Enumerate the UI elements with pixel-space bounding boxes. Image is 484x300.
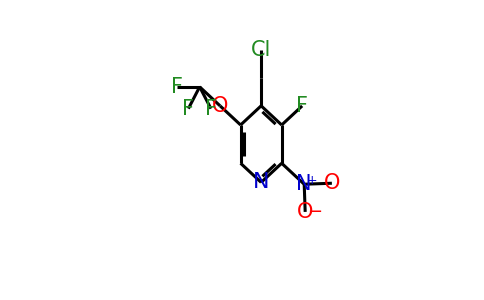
Text: F: F <box>205 99 217 118</box>
Text: O: O <box>212 96 228 116</box>
Text: O: O <box>297 202 313 222</box>
Text: O: O <box>324 173 340 193</box>
Text: N: N <box>253 172 270 192</box>
Text: +: + <box>306 174 317 187</box>
Text: F: F <box>182 99 195 118</box>
Text: Cl: Cl <box>251 40 272 60</box>
Text: N: N <box>297 174 312 194</box>
Text: F: F <box>171 77 183 97</box>
Text: −: − <box>307 203 322 221</box>
Text: F: F <box>296 96 308 116</box>
